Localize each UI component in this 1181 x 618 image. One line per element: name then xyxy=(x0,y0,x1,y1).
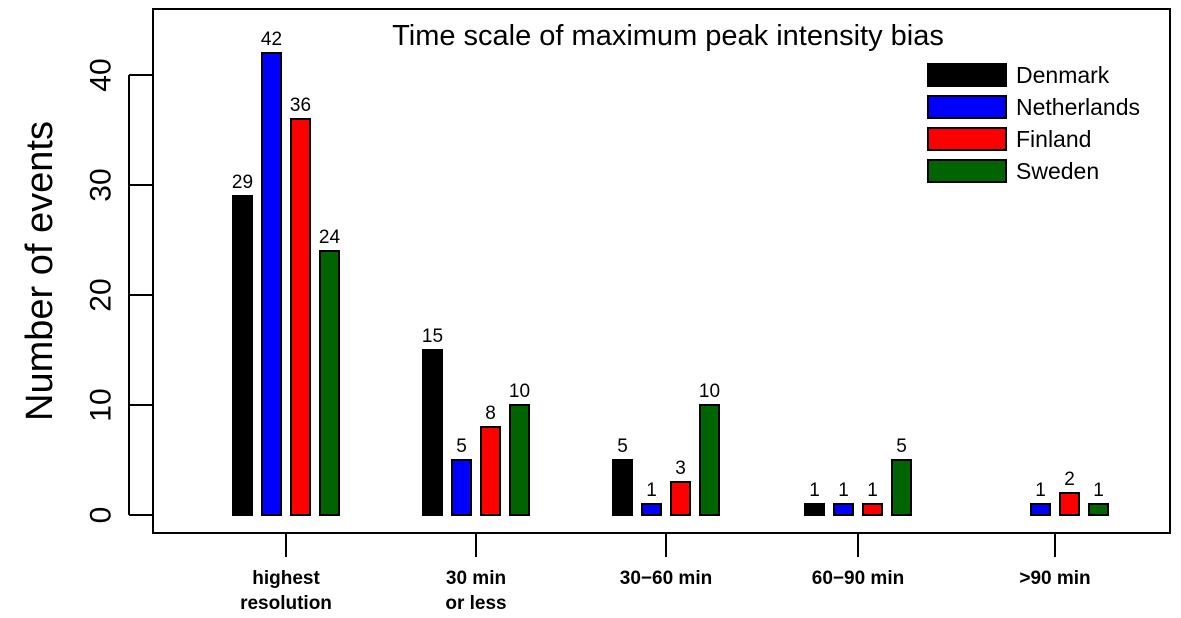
y-tick-label: 30 xyxy=(85,168,118,201)
legend-swatch xyxy=(927,95,1007,119)
legend-swatch xyxy=(927,63,1007,87)
data-label: 1 xyxy=(646,480,657,501)
data-label: 1 xyxy=(1093,480,1104,501)
data-label: 2 xyxy=(1064,469,1075,490)
data-label: 10 xyxy=(699,381,720,402)
x-tick-label: highest xyxy=(252,568,320,589)
bars xyxy=(232,52,1109,516)
y-tick-label: 0 xyxy=(85,507,118,524)
data-label: 3 xyxy=(675,458,686,479)
x-tick-label: resolution xyxy=(240,593,332,614)
bar xyxy=(261,52,282,516)
y-axis: 0 10 20 30 40 xyxy=(85,58,153,524)
bar xyxy=(1088,503,1109,516)
data-label: 1 xyxy=(867,480,878,501)
data-label: 1 xyxy=(1035,480,1046,501)
x-tick-label: >90 min xyxy=(1019,568,1090,589)
x-tick-label: 30−60 min xyxy=(620,568,712,589)
bar xyxy=(451,459,472,516)
bar xyxy=(232,195,253,516)
data-label: 5 xyxy=(617,436,628,457)
bar xyxy=(862,503,883,516)
data-label: 1 xyxy=(838,480,849,501)
legend-label: Finland xyxy=(1016,126,1091,152)
x-tick-label: or less xyxy=(445,593,506,614)
bar xyxy=(612,459,633,516)
bar xyxy=(833,503,854,516)
data-label: 5 xyxy=(896,436,907,457)
legend-label: Netherlands xyxy=(1016,94,1140,120)
data-label: 8 xyxy=(485,403,496,424)
data-label: 29 xyxy=(232,172,253,193)
data-label: 36 xyxy=(290,95,311,116)
bar xyxy=(1030,503,1051,516)
bar xyxy=(319,250,340,516)
y-tick-label: 10 xyxy=(85,388,118,421)
bar xyxy=(804,503,825,516)
bar xyxy=(891,459,912,516)
data-label: 15 xyxy=(422,326,443,347)
bar xyxy=(480,426,501,516)
x-tick-label: 60−90 min xyxy=(812,568,904,589)
data-label: 5 xyxy=(456,436,467,457)
data-label: 24 xyxy=(319,227,341,248)
bar xyxy=(641,503,662,516)
data-label: 1 xyxy=(809,480,820,501)
legend: Denmark Netherlands Finland Sweden xyxy=(927,62,1140,184)
legend-swatch xyxy=(927,127,1007,151)
bar xyxy=(290,118,311,516)
y-tick-label: 40 xyxy=(85,58,118,91)
bar xyxy=(670,481,691,516)
data-label: 10 xyxy=(509,381,530,402)
y-axis-label: Number of events xyxy=(19,121,61,421)
legend-swatch xyxy=(927,159,1007,183)
y-tick-label: 20 xyxy=(85,278,118,311)
bar xyxy=(422,349,443,516)
bar xyxy=(699,404,720,516)
bar xyxy=(1059,492,1080,516)
legend-label: Sweden xyxy=(1016,158,1099,184)
data-label: 42 xyxy=(261,29,282,50)
x-axis: highest resolution 30 min or less 30−60 min 6… xyxy=(240,533,1091,614)
bar xyxy=(509,404,530,516)
plot-frame xyxy=(152,8,1171,534)
legend-label: Denmark xyxy=(1016,62,1110,88)
x-tick-label: 30 min xyxy=(446,568,506,589)
chart-title: Time scale of maximum peak intensity bia… xyxy=(392,20,944,52)
